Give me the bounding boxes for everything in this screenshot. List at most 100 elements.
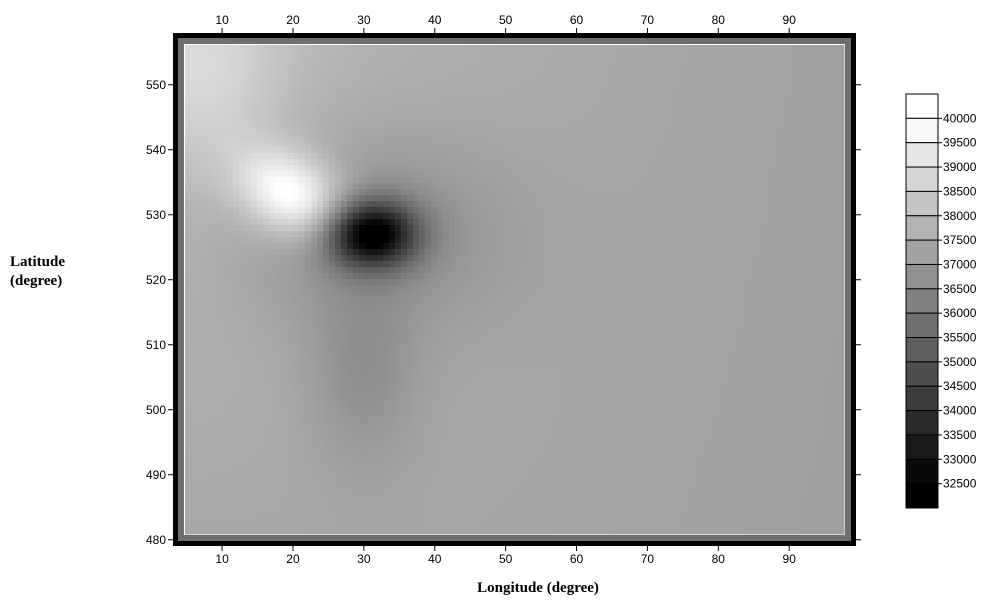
- heat-cell: [773, 249, 780, 256]
- heat-cell: [479, 195, 486, 202]
- heat-cell: [803, 165, 810, 172]
- heat-cell: [593, 183, 600, 190]
- heat-cell: [257, 153, 264, 160]
- heat-cell: [821, 75, 828, 82]
- heat-cell: [221, 303, 228, 310]
- heat-cell: [545, 189, 552, 196]
- heat-cell: [773, 111, 780, 118]
- heat-cell: [647, 63, 654, 70]
- heat-cell: [545, 297, 552, 304]
- heat-cell: [281, 99, 288, 106]
- heat-cell: [371, 243, 378, 250]
- heat-cell: [365, 291, 372, 298]
- heat-cell: [347, 45, 354, 52]
- heat-cell: [383, 297, 390, 304]
- heat-cell: [545, 123, 552, 130]
- heat-cell: [389, 219, 396, 226]
- heat-cell: [233, 93, 240, 100]
- heat-cell: [233, 291, 240, 298]
- heat-cell: [329, 147, 336, 154]
- heat-cell: [353, 201, 360, 208]
- heat-cell: [593, 279, 600, 286]
- heat-cell: [725, 99, 732, 106]
- heat-cell: [629, 153, 636, 160]
- heat-cell: [215, 87, 222, 94]
- heat-cell: [725, 57, 732, 64]
- heat-cell: [785, 225, 792, 232]
- heat-cell: [185, 285, 192, 292]
- heat-cell: [215, 243, 222, 250]
- heat-cell: [215, 57, 222, 64]
- heat-cell: [485, 147, 492, 154]
- heat-cell: [479, 249, 486, 256]
- heat-cell: [275, 45, 282, 52]
- heat-cell: [629, 243, 636, 250]
- heat-cell: [407, 165, 414, 172]
- heat-cell: [245, 237, 252, 244]
- heat-cell: [713, 195, 720, 202]
- heat-cell: [287, 273, 294, 280]
- heat-cell: [569, 201, 576, 208]
- heat-cell: [743, 189, 750, 196]
- heat-cell: [239, 165, 246, 172]
- heat-cell: [743, 249, 750, 256]
- heat-cell: [365, 75, 372, 82]
- heat-cell: [821, 135, 828, 142]
- heat-cell: [533, 309, 540, 316]
- heat-cell: [599, 285, 606, 292]
- heat-cell: [641, 111, 648, 118]
- heat-cell: [755, 171, 762, 178]
- heat-cell: [659, 297, 666, 304]
- heat-cell: [377, 303, 384, 310]
- heat-cell: [497, 57, 504, 64]
- heat-cell: [281, 297, 288, 304]
- heat-cell: [401, 213, 408, 220]
- heat-cell: [665, 81, 672, 88]
- heat-cell: [677, 141, 684, 148]
- heat-cell: [749, 93, 756, 100]
- heat-cell: [287, 309, 294, 316]
- heat-cell: [515, 309, 522, 316]
- heat-cell: [533, 63, 540, 70]
- heat-cell: [335, 231, 342, 238]
- heat-cell: [647, 99, 654, 106]
- heat-cell: [215, 129, 222, 136]
- heat-cell: [251, 267, 258, 274]
- heat-cell: [569, 45, 576, 52]
- heat-cell: [497, 81, 504, 88]
- heat-cell: [803, 183, 810, 190]
- heat-cell: [539, 219, 546, 226]
- heat-cell: [527, 183, 534, 190]
- heat-cell: [797, 297, 804, 304]
- heat-cell: [611, 261, 618, 268]
- heat-cell: [191, 45, 198, 52]
- heat-cell: [665, 219, 672, 226]
- heat-cell: [359, 147, 366, 154]
- heat-cell: [623, 297, 630, 304]
- heat-cell: [809, 291, 816, 298]
- heat-cell: [773, 147, 780, 154]
- heat-cell: [491, 177, 498, 184]
- heat-cell: [647, 195, 654, 202]
- heat-cell: [689, 237, 696, 244]
- heat-cell: [467, 93, 474, 100]
- heat-cell: [809, 189, 816, 196]
- heat-cell: [743, 195, 750, 202]
- heat-cell: [485, 57, 492, 64]
- heat-cell: [533, 147, 540, 154]
- heat-cell: [233, 147, 240, 154]
- heat-cell: [533, 177, 540, 184]
- heat-cell: [251, 171, 258, 178]
- heat-cell: [611, 231, 618, 238]
- heat-cell: [389, 63, 396, 70]
- heat-cell: [539, 291, 546, 298]
- heat-cell: [677, 135, 684, 142]
- heat-cell: [323, 195, 330, 202]
- heat-cell: [809, 177, 816, 184]
- heat-cell: [761, 231, 768, 238]
- heat-cell: [731, 267, 738, 274]
- heat-cell: [785, 177, 792, 184]
- heat-cell: [341, 141, 348, 148]
- heat-cell: [803, 225, 810, 232]
- heat-cell: [521, 177, 528, 184]
